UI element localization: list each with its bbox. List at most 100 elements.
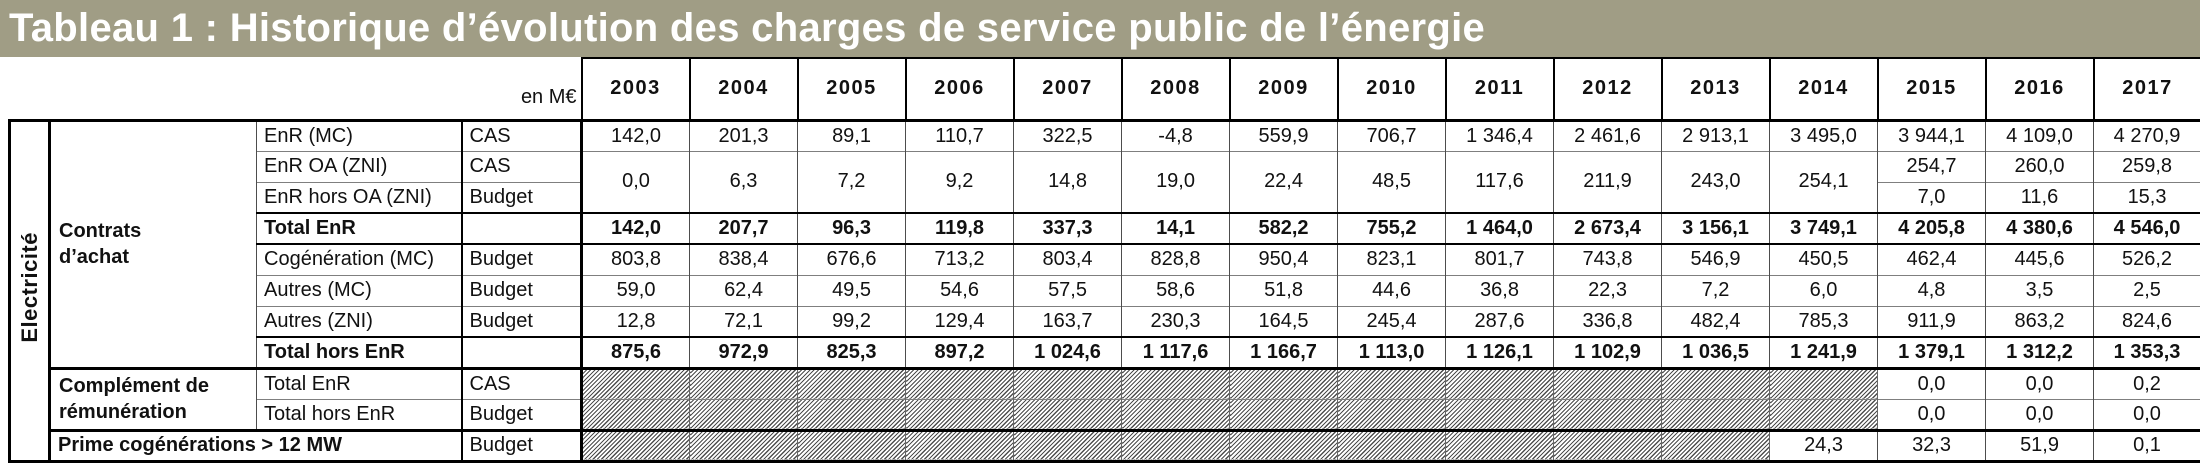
row-label: Total EnR	[256, 212, 463, 245]
data-cell: 51,9	[1985, 428, 2095, 463]
data-cell: 972,9	[689, 336, 799, 369]
data-cell: -4,8	[1121, 119, 1231, 151]
data-cell: 0,0	[1985, 366, 2095, 399]
hatch-cell	[1553, 398, 1663, 430]
funding-label: CAS	[461, 150, 584, 182]
data-cell: 546,9	[1661, 243, 1771, 275]
hatch-cell	[905, 428, 1015, 463]
data-cell: 4 546,0	[2093, 212, 2200, 245]
year-header-2016: 2016	[1984, 57, 2095, 122]
data-cell: 99,2	[797, 305, 907, 337]
row-label: Total hors EnR	[256, 336, 463, 369]
row-label: Cogénération (MC)	[256, 243, 463, 275]
data-cell: 0,0	[1985, 398, 2095, 430]
data-cell: 1 117,6	[1121, 336, 1231, 369]
data-cell: 828,8	[1121, 243, 1231, 275]
merged-data-cell: 9,2	[905, 150, 1015, 213]
hatch-cell	[689, 366, 799, 399]
row-label: Autres (MC)	[256, 274, 463, 306]
unit-label-cell: en M€	[9, 58, 582, 122]
data-cell: 7,0	[1877, 181, 1987, 213]
data-cell: 1 036,5	[1661, 336, 1771, 369]
hatch-cell	[1769, 366, 1879, 399]
data-cell: 1 379,1	[1877, 336, 1987, 369]
merged-data-cell: 211,9	[1553, 150, 1663, 213]
table-header-row: en M€ 2003 2004 2005 2006 2007 2008 2009 2010 201…	[9, 57, 2200, 122]
year-header-2007: 2007	[1012, 57, 1123, 122]
table-row: Electricité Contrats d’achat EnR (MC) CAS 14…	[8, 119, 2200, 463]
data-cell: 254,7	[1877, 150, 1987, 182]
data-cell: 110,7	[905, 119, 1015, 151]
data-cell: 1 312,2	[1985, 336, 2095, 369]
hatch-cell	[797, 428, 907, 463]
hatch-cell	[1121, 366, 1231, 399]
data-cell: 32,3	[1877, 428, 1987, 463]
data-cell: 950,4	[1229, 243, 1339, 275]
data-cell: 803,8	[581, 243, 691, 275]
year-header-2010: 2010	[1336, 57, 1447, 122]
data-cell: 54,6	[905, 274, 1015, 306]
data-cell: 230,3	[1121, 305, 1231, 337]
table-row: Prime cogénérations > 12 MW Budget 24,3 32,…	[10, 428, 2200, 463]
merged-data-cell: 117,6	[1445, 150, 1555, 213]
hatch-cell	[581, 398, 691, 430]
data-cell: 823,1	[1337, 243, 1447, 275]
hatch-cell	[1337, 428, 1447, 463]
data-cell: 863,2	[1985, 305, 2095, 337]
data-table: en M€ 2003 2004 2005 2006 2007 2008 2009 2010 201…	[8, 57, 2200, 463]
group-label: Contrats d’achat	[59, 220, 142, 268]
data-cell: 62,4	[689, 274, 799, 306]
hatch-cell	[1445, 428, 1555, 463]
year-header-2006: 2006	[904, 57, 1015, 122]
hatch-cell	[1013, 398, 1123, 430]
data-cell: 1 102,9	[1553, 336, 1663, 369]
funding-label: Budget	[461, 243, 584, 275]
table-row: Total hors EnR Budget 0,0 0,0 0,0	[10, 398, 2200, 430]
year-header-2017: 2017	[2092, 57, 2200, 122]
data-cell: 96,3	[797, 212, 907, 245]
data-cell: 911,9	[1877, 305, 1987, 337]
data-cell: 743,8	[1553, 243, 1663, 275]
merged-data-cell: 48,5	[1337, 150, 1447, 213]
data-cell: 245,4	[1337, 305, 1447, 337]
data-cell: 11,6	[1985, 181, 2095, 213]
table-row: EnR OA (ZNI) CAS 0,0 6,3 7,2 9,2 14,8 19,0 22,4 4…	[10, 150, 2200, 213]
data-cell: 57,5	[1013, 274, 1123, 306]
hatch-cell	[797, 366, 907, 399]
data-cell: 142,0	[581, 212, 691, 245]
funding-label	[461, 336, 584, 369]
data-cell: 0,0	[1877, 366, 1987, 399]
data-cell: 3,5	[1985, 274, 2095, 306]
data-cell: 201,3	[689, 119, 799, 151]
sector-label: Electricité	[16, 232, 42, 343]
year-header-2009: 2009	[1228, 57, 1339, 122]
data-cell: 164,5	[1229, 305, 1339, 337]
data-cell: 2 673,4	[1553, 212, 1663, 245]
funding-label: Budget	[461, 428, 584, 463]
data-cell: 755,2	[1337, 212, 1447, 245]
row-label: Autres (ZNI)	[256, 305, 463, 337]
data-cell: 897,2	[905, 336, 1015, 369]
data-cell: 1 126,1	[1445, 336, 1555, 369]
data-cell: 824,6	[2093, 305, 2200, 337]
data-cell: 0,0	[1877, 398, 1987, 430]
hatch-cell	[1229, 366, 1339, 399]
hatch-cell	[797, 398, 907, 430]
row-label: EnR OA (ZNI)	[256, 150, 463, 182]
data-cell: 559,9	[1229, 119, 1339, 151]
row-label: EnR (MC)	[256, 119, 463, 151]
hatch-cell	[689, 398, 799, 430]
group-label: Complément de rémunération	[59, 375, 210, 423]
data-cell: 1 353,3	[2093, 336, 2200, 369]
data-cell: 1 241,9	[1769, 336, 1879, 369]
data-cell: 4,8	[1877, 274, 1987, 306]
funding-label: Budget	[461, 274, 584, 306]
table-row: Total hors EnR 875,6 972,9 825,3 897,2 1 024,…	[10, 336, 2200, 369]
data-cell: 3 749,1	[1769, 212, 1879, 245]
data-cell: 526,2	[2093, 243, 2200, 275]
table-row: Complément de rémunération Total EnR CAS 0,…	[10, 366, 2200, 430]
data-cell: 337,3	[1013, 212, 1123, 245]
data-cell: 259,8	[2093, 150, 2200, 182]
data-cell: 14,1	[1121, 212, 1231, 245]
merged-data-cell: 22,4	[1229, 150, 1339, 213]
